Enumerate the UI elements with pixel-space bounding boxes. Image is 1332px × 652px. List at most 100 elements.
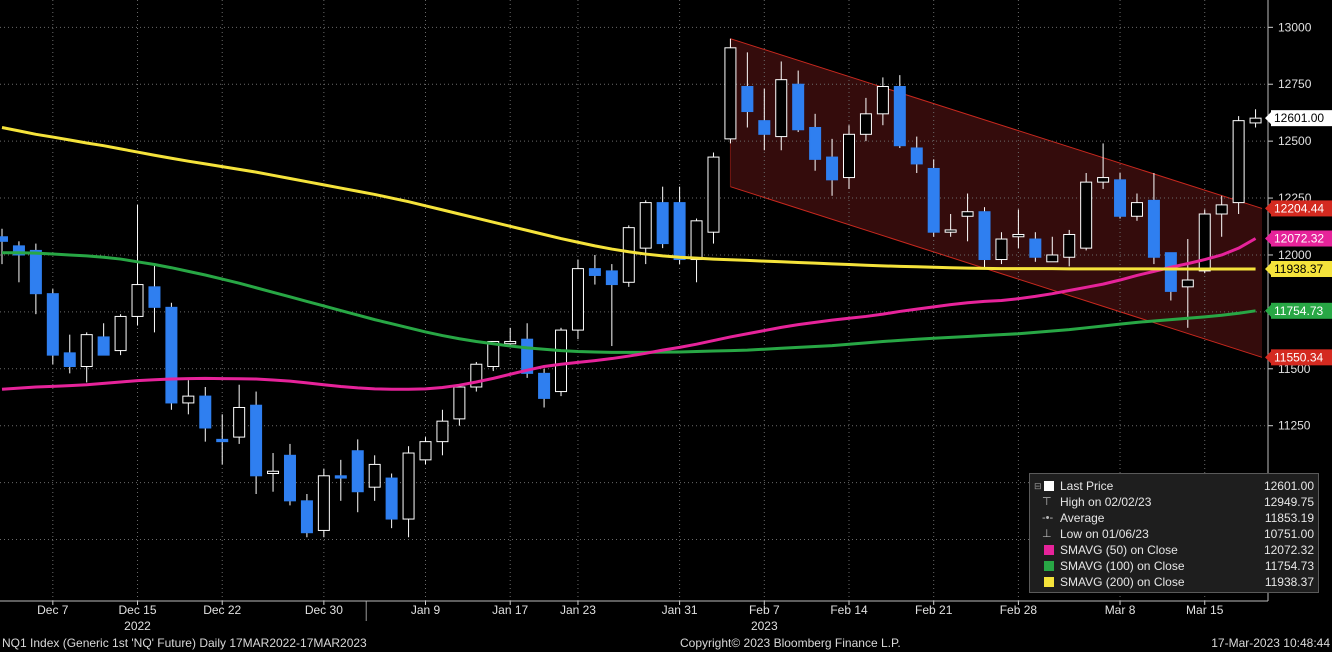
price-tag-bg-1 — [1271, 200, 1332, 217]
candle-body-17 — [283, 454, 296, 502]
price-tag-bg-3 — [1271, 260, 1332, 277]
price-tag-arrow-4 — [1265, 304, 1271, 317]
candle-body-10 — [165, 306, 178, 404]
x-tick-label-12: Mar 8 — [1105, 603, 1136, 617]
legend-row-last-price: ⊟ Last Price 12601.00 — [1034, 479, 1314, 493]
price-tag-bg-2 — [1271, 230, 1332, 247]
legend-row-high: ⊤ High on 02/02/23 12949.75 — [1042, 495, 1314, 509]
candle-body-63 — [1063, 233, 1076, 258]
candle-body-69 — [1164, 252, 1177, 292]
x-tick-label-11: Feb 28 — [1000, 603, 1038, 617]
footer-timestamp: 17-Mar-2023 10:48:44 — [1211, 636, 1330, 650]
candle-body-50 — [843, 133, 855, 179]
candle-body-54 — [910, 147, 923, 165]
year-label-2022: 2022 — [124, 619, 151, 633]
price-tag-arrow-5 — [1265, 351, 1271, 364]
candle-body-30 — [504, 340, 517, 345]
candle-body-26 — [436, 420, 449, 443]
candle-body-25 — [419, 441, 432, 461]
x-tick-label-1: Dec 15 — [119, 603, 157, 617]
candle-body-15 — [250, 404, 263, 477]
price-tag-bg-4 — [1271, 302, 1332, 319]
candle-body-21 — [351, 450, 364, 493]
y-tick-label-11250: 11250 — [1278, 419, 1311, 433]
candle-body-19 — [317, 475, 330, 531]
footer-instrument: NQ1 Index (Generic 1st 'NQ' Future) Dail… — [2, 636, 367, 650]
candle-body-9 — [148, 286, 161, 308]
candle-body-57 — [961, 211, 974, 217]
candle-body-43 — [724, 47, 737, 140]
candle-body-14 — [233, 406, 246, 438]
candle-body-0 — [0, 236, 8, 242]
price-tag-label-4: 11754.73 — [1274, 304, 1323, 318]
x-tick-label-5: Jan 17 — [492, 603, 528, 617]
y-tick-label-12750: 12750 — [1278, 77, 1312, 91]
candle-body-3 — [46, 293, 59, 356]
x-tick-label-6: Jan 23 — [560, 603, 596, 617]
candle-body-2 — [29, 249, 42, 295]
price-tag-arrow-2 — [1265, 232, 1271, 245]
sma50-line — [1, 237, 1257, 391]
collapse-icon[interactable]: ⊟ — [1034, 481, 1042, 491]
price-tag-label-0: 12601.00 — [1274, 111, 1324, 125]
candle-body-23 — [385, 477, 398, 520]
trend-channel-upper — [730, 38, 1263, 209]
legend-row-low: ⊥ Low on 01/06/23 10751.00 — [1042, 527, 1314, 541]
candle-body-52 — [876, 86, 889, 115]
candle-body-38 — [639, 202, 652, 249]
price-tag-label-1: 12204.44 — [1274, 201, 1324, 215]
legend-row-sma50: SMAVG (50) on Close 12072.32 — [1030, 542, 1318, 558]
candle-body-28 — [470, 363, 483, 388]
candle-body-73 — [1232, 120, 1245, 204]
candle-body-70 — [1181, 279, 1194, 288]
y-tick-label-13000: 13000 — [1278, 20, 1312, 34]
legend-swatch-sma50 — [1044, 545, 1054, 555]
candle-body-39 — [656, 202, 669, 245]
candle-body-74 — [1249, 117, 1262, 124]
candle-body-11 — [182, 395, 195, 404]
candle-body-5 — [80, 334, 93, 368]
low-marker-icon: ⊥ — [1042, 528, 1052, 540]
candle-body-41 — [690, 220, 703, 261]
average-marker-icon: -•- — [1042, 512, 1054, 524]
candle-body-48 — [809, 126, 822, 160]
candle-body-46 — [775, 79, 788, 138]
candle-body-22 — [368, 463, 381, 488]
candle-body-27 — [453, 386, 466, 420]
x-tick-label-2: Dec 22 — [203, 603, 241, 617]
x-tick-label-9: Feb 14 — [830, 603, 868, 617]
candle-body-4 — [63, 352, 76, 368]
candle-body-33 — [555, 329, 568, 393]
candle-body-53 — [893, 86, 906, 147]
legend-panel: ⊟ Last Price 12601.00 ⊤ High on 02/02/23… — [1029, 473, 1319, 593]
candle-body-35 — [588, 268, 601, 276]
sma200-line — [1, 126, 1256, 271]
legend-row-sma100: SMAVG (100) on Close 11754.73 — [1030, 558, 1318, 574]
candle-body-24 — [402, 452, 415, 520]
sma100-line — [2, 251, 1256, 354]
candle-body-16 — [267, 470, 280, 475]
x-tick-label-8: Feb 7 — [749, 603, 780, 617]
price-tag-bg-5 — [1271, 349, 1332, 366]
candle-body-64 — [1080, 181, 1093, 249]
candle-body-40 — [673, 202, 686, 261]
price-tag-label-3: 11938.37 — [1274, 262, 1323, 276]
candle-body-68 — [1147, 199, 1160, 258]
trend-channel-lower — [730, 186, 1263, 358]
candle-body-49 — [826, 156, 839, 181]
candle-body-1 — [12, 245, 25, 256]
candle-body-18 — [300, 500, 313, 534]
legend-swatch-sma100 — [1044, 561, 1054, 571]
legend-row-sma200: SMAVG (200) on Close 11938.37 — [1030, 574, 1318, 590]
legend-swatch-last-price — [1044, 481, 1054, 491]
high-marker-icon: ⊤ — [1042, 496, 1052, 508]
candle-body-29 — [487, 340, 500, 368]
candle-body-44 — [741, 86, 754, 113]
price-tag-arrow-1 — [1265, 202, 1271, 215]
candle-body-58 — [978, 211, 991, 261]
candle-body-42 — [707, 156, 720, 233]
year-label-2023: 2023 — [751, 619, 778, 633]
candle-body-12 — [199, 395, 212, 429]
candle-body-8 — [131, 284, 144, 317]
candle-body-51 — [859, 113, 872, 135]
